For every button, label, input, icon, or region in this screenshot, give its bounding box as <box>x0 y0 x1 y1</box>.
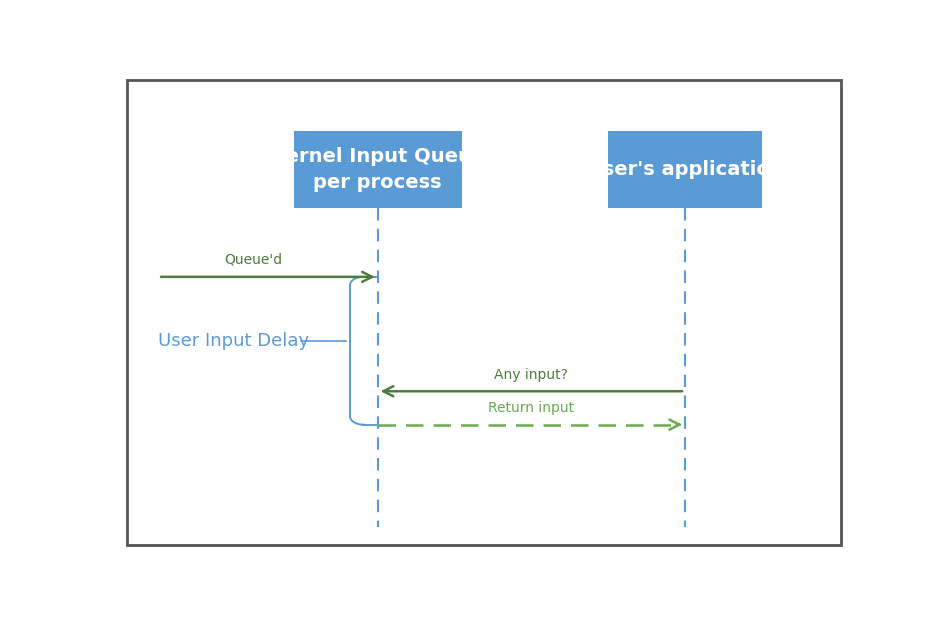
FancyBboxPatch shape <box>294 131 462 208</box>
Text: Any input?: Any input? <box>495 368 568 382</box>
Text: Queue'd: Queue'd <box>225 253 282 266</box>
Text: User Input Delay: User Input Delay <box>159 332 310 350</box>
Text: Return input: Return input <box>488 401 574 415</box>
Text: Kernel Input Queue
per process: Kernel Input Queue per process <box>271 147 485 193</box>
FancyBboxPatch shape <box>608 131 762 208</box>
Text: User's application: User's application <box>586 160 784 179</box>
